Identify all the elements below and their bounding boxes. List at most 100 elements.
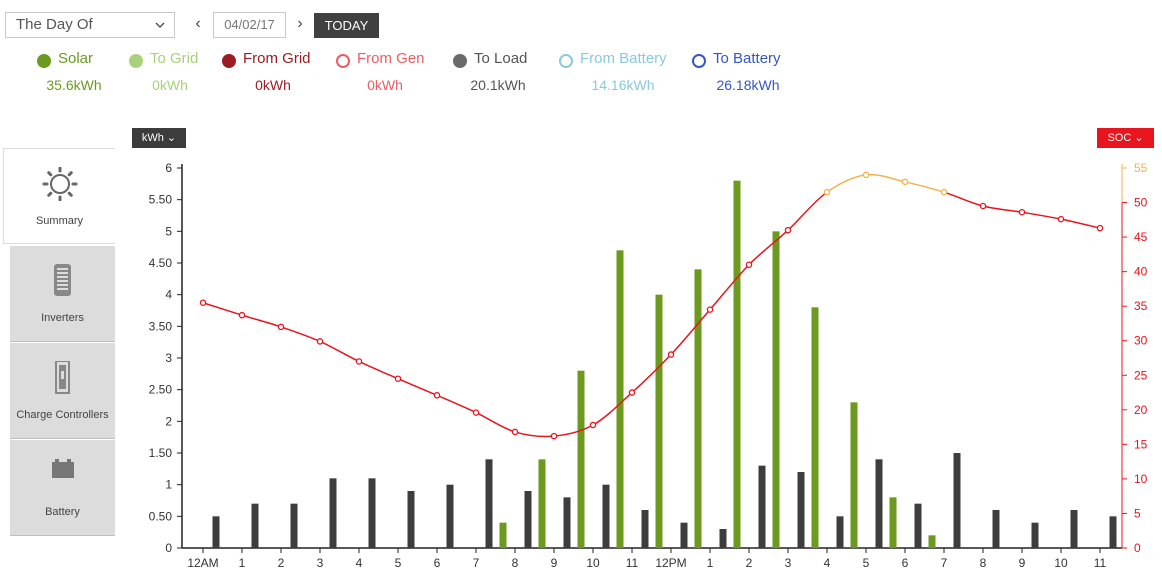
soc-point bbox=[901, 178, 909, 186]
x-tick-label: 2 bbox=[746, 556, 753, 570]
legend-solar[interactable]: Solar 35.6kWh bbox=[37, 48, 127, 98]
y-right-tick-label: 45 bbox=[1134, 230, 1148, 244]
to-load-dot-icon bbox=[453, 54, 467, 68]
from-battery-dot-icon bbox=[559, 54, 573, 68]
x-tick-label: 11 bbox=[1094, 556, 1107, 570]
battery-icon bbox=[52, 459, 74, 478]
legend-to-battery[interactable]: To Battery 26.18kWh bbox=[692, 48, 802, 98]
unit-label: kWh bbox=[141, 132, 164, 144]
solar-bar bbox=[928, 535, 936, 548]
to-grid-dot-icon bbox=[129, 54, 143, 68]
soc-point bbox=[667, 351, 675, 358]
sidebar-item-summary[interactable]: Summary bbox=[3, 148, 115, 244]
energy-legend: Solar 35.6kWh To Grid 0kWh From Grid 0kW… bbox=[0, 48, 1162, 98]
x-tick-label: 11 bbox=[626, 556, 639, 570]
to-load-bar bbox=[914, 503, 922, 548]
soc-point bbox=[199, 299, 207, 306]
sidebar-item-label: Inverters bbox=[41, 312, 84, 324]
x-tick-label: 12PM bbox=[655, 556, 686, 570]
x-tick-label: 4 bbox=[824, 556, 831, 570]
to-load-bar bbox=[407, 491, 415, 548]
x-tick-label: 9 bbox=[1019, 556, 1026, 570]
date-field[interactable]: 04/02/17 bbox=[213, 12, 286, 38]
soc-point bbox=[745, 261, 753, 268]
x-tick-label: 12AM bbox=[187, 556, 218, 570]
soc-point bbox=[1018, 208, 1026, 216]
x-tick-label: 3 bbox=[317, 556, 324, 570]
soc-line bbox=[202, 191, 828, 438]
to-load-bar bbox=[602, 484, 610, 548]
soc-point bbox=[1057, 215, 1065, 223]
soc-point bbox=[355, 358, 363, 365]
legend-to-load[interactable]: To Load 20.1kWh bbox=[453, 48, 553, 98]
to-load-bar bbox=[1109, 516, 1117, 548]
prev-day-button[interactable]: ‹ bbox=[195, 15, 201, 32]
soc-select-button[interactable]: SOC ⌄ bbox=[1097, 128, 1154, 148]
legend-from-gen[interactable]: From Gen 0kWh bbox=[336, 48, 436, 98]
x-tick-label: 9 bbox=[551, 556, 558, 570]
to-load-bar bbox=[290, 503, 298, 548]
y-left-tick-label: 2.50 bbox=[149, 383, 173, 397]
to-load-bar bbox=[329, 478, 337, 548]
today-button[interactable]: TODAY bbox=[314, 13, 379, 38]
to-load-bar bbox=[524, 491, 532, 548]
x-tick-label: 2 bbox=[278, 556, 285, 570]
sidebar-item-label: Charge Controllers bbox=[16, 409, 109, 421]
period-select[interactable]: The Day Of bbox=[5, 12, 175, 38]
toolbar: The Day Of ‹ 04/02/17 › TODAY bbox=[0, 0, 1162, 46]
sidebar-item-inverters[interactable]: Inverters bbox=[10, 246, 115, 342]
soc-point bbox=[979, 202, 987, 210]
from-grid-dot-icon bbox=[222, 54, 236, 68]
sidebar-item-label: Summary bbox=[35, 215, 84, 227]
legend-from-battery[interactable]: From Battery 14.16kWh bbox=[559, 48, 679, 98]
chevron-down-icon bbox=[155, 22, 165, 29]
x-tick-label: 10 bbox=[1054, 556, 1068, 570]
to-load-bar bbox=[212, 516, 220, 548]
unit-select-button[interactable]: kWh ⌄ bbox=[132, 128, 186, 148]
soc-point bbox=[277, 323, 285, 331]
solar-bar bbox=[499, 522, 507, 548]
soc-point bbox=[784, 226, 792, 234]
solar-bar bbox=[772, 231, 780, 549]
solar-bar bbox=[694, 269, 702, 548]
sidebar-item-charge-controllers[interactable]: Charge Controllers bbox=[10, 343, 115, 439]
to-load-bar bbox=[446, 484, 454, 548]
solar-bar bbox=[616, 250, 624, 549]
sidebar-item-battery[interactable]: Battery bbox=[10, 440, 115, 536]
x-tick-label: 3 bbox=[785, 556, 792, 570]
to-load-bar bbox=[758, 465, 766, 548]
x-tick-label: 1 bbox=[239, 556, 246, 570]
inverter-icon bbox=[54, 264, 71, 296]
solar-bar bbox=[850, 402, 858, 548]
legend-from-grid[interactable]: From Grid 0kWh bbox=[222, 48, 322, 98]
soc-point bbox=[706, 306, 714, 313]
soc-label: SOC bbox=[1107, 132, 1132, 144]
y-right-tick-label: 20 bbox=[1134, 403, 1148, 417]
soc-point bbox=[550, 432, 558, 440]
solar-bar bbox=[733, 180, 741, 548]
to-load-bar bbox=[1031, 522, 1039, 548]
x-tick-label: 5 bbox=[863, 556, 870, 570]
y-left-tick-label: 1 bbox=[165, 478, 172, 492]
to-load-bar bbox=[641, 510, 649, 548]
y-left-tick-label: 4 bbox=[165, 288, 172, 302]
y-right-tick-label: 50 bbox=[1134, 196, 1148, 210]
charge-controller-icon bbox=[55, 361, 70, 394]
next-day-button[interactable]: › bbox=[297, 15, 303, 32]
soc-point bbox=[628, 389, 636, 396]
y-right-tick-label: 25 bbox=[1134, 368, 1148, 382]
x-tick-label: 5 bbox=[395, 556, 402, 570]
y-right-tick-label: 30 bbox=[1134, 334, 1148, 348]
x-tick-label: 7 bbox=[473, 556, 480, 570]
solar-bar bbox=[577, 370, 585, 548]
to-load-bar bbox=[875, 459, 883, 548]
legend-to-grid[interactable]: To Grid 0kWh bbox=[129, 48, 219, 98]
x-tick-label: 6 bbox=[434, 556, 441, 570]
x-tick-label: 4 bbox=[356, 556, 363, 570]
y-left-tick-label: 2 bbox=[165, 414, 172, 428]
to-load-bar bbox=[836, 516, 844, 548]
y-left-tick-label: 0.50 bbox=[149, 509, 173, 523]
to-load-bar bbox=[953, 453, 961, 548]
to-load-bar bbox=[992, 510, 1000, 548]
to-load-bar bbox=[368, 478, 376, 548]
